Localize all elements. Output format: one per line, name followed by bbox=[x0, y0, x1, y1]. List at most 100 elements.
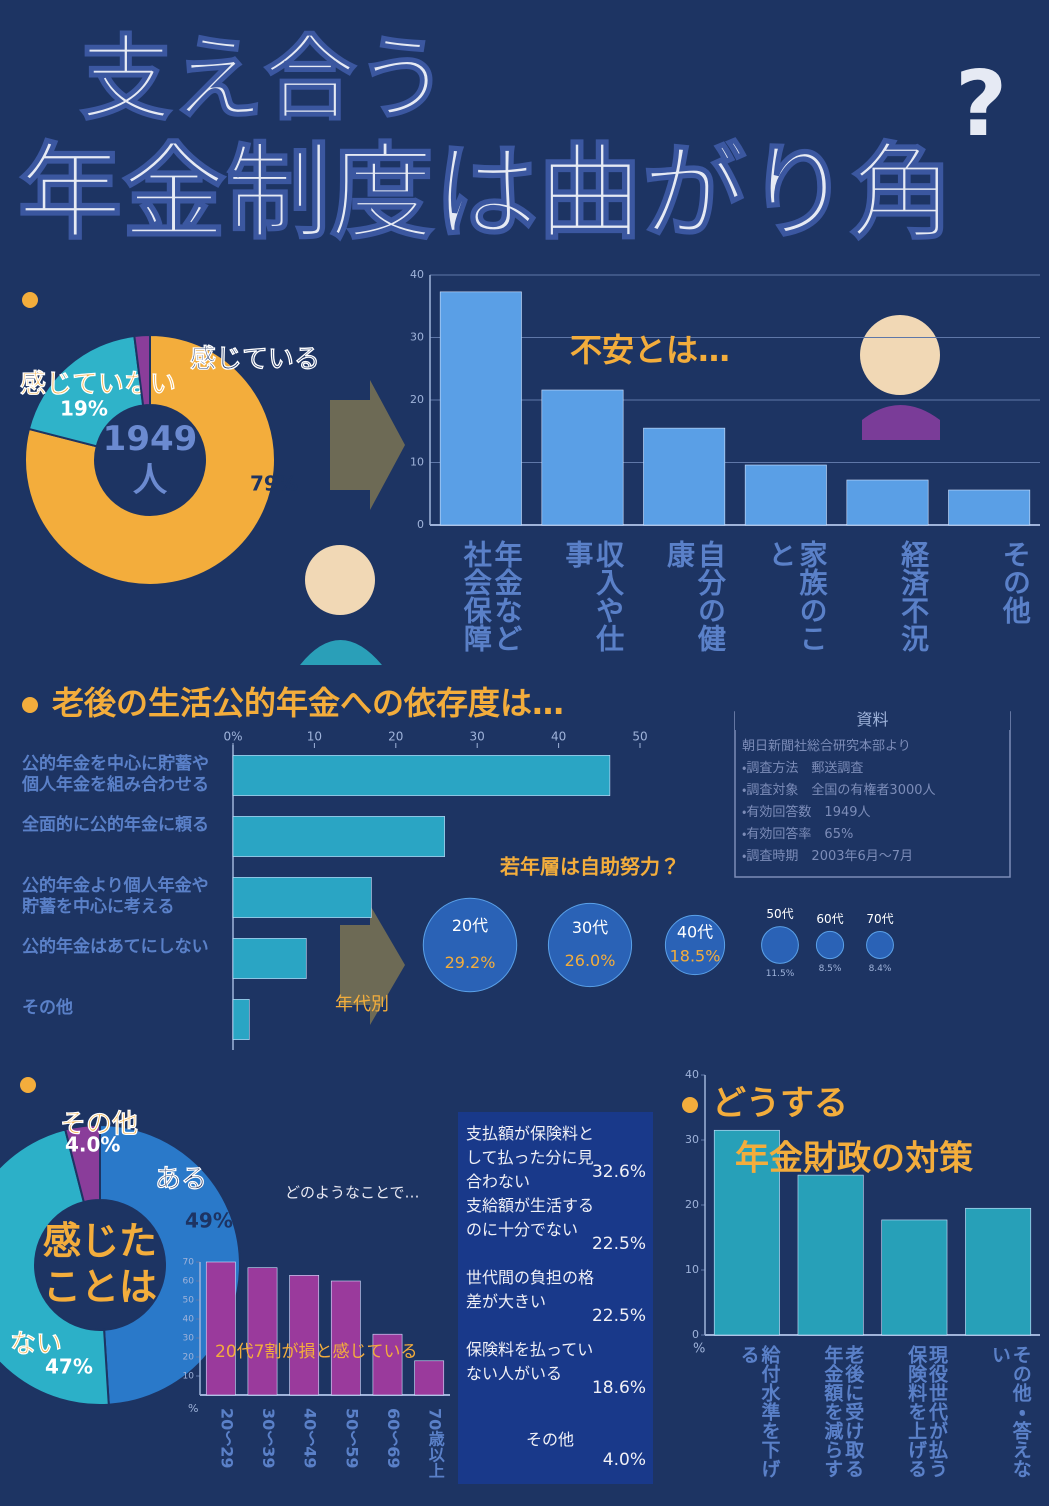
bar bbox=[948, 489, 1031, 526]
reason-value-label: 22.5% bbox=[591, 1306, 646, 1326]
bar bbox=[289, 1275, 320, 1396]
bubble-category: 40代 bbox=[677, 923, 713, 942]
chart-title: 若年層は自助努力？ bbox=[499, 855, 680, 879]
source-line: ・調査方法 郵送調査 bbox=[742, 761, 864, 776]
source-line: ・有効回答数 1949人 bbox=[742, 805, 871, 820]
chart-title: どのようなことで… bbox=[285, 1184, 420, 1202]
bullet bbox=[682, 1097, 698, 1113]
chart-title: 年金財政の対策 bbox=[735, 1139, 973, 1179]
chart-title: 不安とは… bbox=[570, 331, 730, 369]
reason-value-label: 32.6% bbox=[591, 1162, 646, 1182]
y-tick-label: その他 bbox=[22, 997, 73, 1018]
slice-label: 感じている bbox=[190, 344, 320, 375]
bubble-category: 20代 bbox=[452, 916, 488, 935]
y-unit: % bbox=[693, 1342, 705, 1357]
bar bbox=[232, 938, 307, 979]
bubble-value-label: 29.2% bbox=[445, 953, 496, 972]
x-tick-label: 30 bbox=[470, 730, 485, 744]
y-tick-label: 60 bbox=[183, 1277, 195, 1287]
bubble-value-label: 8.4% bbox=[869, 964, 892, 974]
y-tick-label: 50 bbox=[183, 1296, 195, 1306]
reason-label: その他 bbox=[526, 1430, 575, 1449]
y-tick-label: 全面的に公的年金に頼る bbox=[22, 814, 209, 835]
x-tick-label: 収入や仕事 bbox=[561, 540, 626, 652]
reason-label: 支給額が生活するのに十分でない bbox=[466, 1196, 595, 1239]
slice-value-label: 79% bbox=[250, 472, 298, 496]
bar bbox=[330, 1280, 361, 1396]
bubble-value-label: 18.5% bbox=[670, 946, 721, 965]
bubble bbox=[547, 902, 633, 988]
donut-center-label: 感じたことは bbox=[42, 1219, 157, 1309]
slice-label: ない bbox=[10, 1330, 62, 1360]
annotation: 20代7割が損と感じている bbox=[215, 1342, 417, 1362]
bar bbox=[232, 816, 445, 857]
bar bbox=[541, 389, 624, 526]
donut-slice bbox=[27, 334, 145, 448]
bubble-category: 70代 bbox=[866, 912, 893, 926]
donut-slice bbox=[63, 1123, 101, 1204]
y-tick-label: 公的年金はあてにしない bbox=[22, 936, 209, 957]
y-tick-label: 10 bbox=[685, 1263, 699, 1276]
x-tick-label: 現役世代が払う保険料を上げる bbox=[905, 1345, 949, 1478]
bubble-category: 60代 bbox=[816, 912, 843, 926]
x-tick-label: 40 bbox=[551, 730, 566, 744]
donut-slice bbox=[133, 333, 151, 407]
x-tick-label: 0% bbox=[223, 730, 242, 744]
x-tick-label: 20 bbox=[388, 730, 403, 744]
slice-value-label: 47% bbox=[45, 1355, 93, 1379]
slice-label: 感じていない bbox=[20, 369, 176, 400]
arrow bbox=[340, 905, 405, 1025]
chart-title: 老後の生活公的年金への依存度は… bbox=[52, 684, 564, 722]
x-tick-label: 70歳以上 bbox=[425, 1408, 445, 1479]
x-tick-label: 自分の健康 bbox=[663, 540, 727, 652]
reason-value-label: 18.6% bbox=[591, 1378, 646, 1398]
y-tick-label: 70 bbox=[183, 1258, 195, 1268]
bar bbox=[232, 877, 372, 918]
y-tick-label: 30 bbox=[685, 1133, 699, 1146]
slice-label: その他 bbox=[60, 1110, 138, 1140]
slice-value-label: 4.0% bbox=[65, 1133, 120, 1157]
source-line: ・調査対象 全国の有権者3000人 bbox=[742, 783, 936, 798]
reason-label: 世代間の負担の格差が大きい bbox=[466, 1268, 595, 1311]
bubble-category: 30代 bbox=[572, 918, 608, 937]
y-tick-label: 20 bbox=[410, 393, 424, 406]
bar bbox=[881, 1219, 948, 1336]
bubble-value-label: 11.5% bbox=[766, 969, 795, 979]
donut-slice bbox=[99, 1123, 241, 1406]
x-tick-label: その他 bbox=[998, 540, 1032, 624]
bar bbox=[205, 1261, 236, 1396]
y-tick-label: 30 bbox=[410, 331, 424, 344]
y-tick-label: 40 bbox=[183, 1315, 195, 1325]
x-tick-label: 60〜69 bbox=[384, 1408, 404, 1469]
y-unit: % bbox=[188, 1402, 198, 1415]
bar bbox=[744, 464, 827, 526]
bubble bbox=[664, 914, 726, 976]
slice-label: ある bbox=[155, 1165, 207, 1195]
y-tick-label: 10 bbox=[183, 1372, 195, 1382]
bubble-category: 50代 bbox=[766, 907, 793, 921]
y-tick-label: 20 bbox=[685, 1198, 699, 1211]
bar bbox=[846, 479, 929, 526]
bar bbox=[232, 755, 611, 796]
bubble-value-label: 8.5% bbox=[819, 964, 842, 974]
y-tick-label: 40 bbox=[685, 1068, 699, 1081]
bullet bbox=[20, 1077, 36, 1093]
bar bbox=[439, 291, 522, 526]
x-tick-label: 給付水準を下げる bbox=[737, 1345, 781, 1478]
bar bbox=[414, 1360, 445, 1396]
y-tick-label: 20 bbox=[183, 1353, 195, 1363]
bubble-value-label: 26.0% bbox=[565, 951, 616, 970]
y-tick-label: 40 bbox=[410, 268, 424, 281]
x-tick-label: 家族のこと bbox=[764, 540, 829, 652]
slice-value-label: 19% bbox=[60, 397, 108, 421]
title-mark: ? bbox=[955, 52, 1007, 157]
y-tick-label: 公的年金を中心に貯蓄や個人年金を組み合わせる bbox=[22, 753, 209, 795]
reason-label: 支払額が保険料として払った分に見合わない bbox=[466, 1124, 595, 1191]
y-tick-label: 0 bbox=[692, 1328, 699, 1341]
x-tick-label: 30〜39 bbox=[259, 1408, 279, 1469]
x-tick-label: 老後に受け取る年金額を減らす bbox=[821, 1345, 865, 1478]
arrow bbox=[330, 380, 405, 510]
bullet bbox=[22, 697, 38, 713]
list-panel bbox=[458, 1112, 653, 1484]
poster-title: 支え合う bbox=[80, 25, 448, 132]
